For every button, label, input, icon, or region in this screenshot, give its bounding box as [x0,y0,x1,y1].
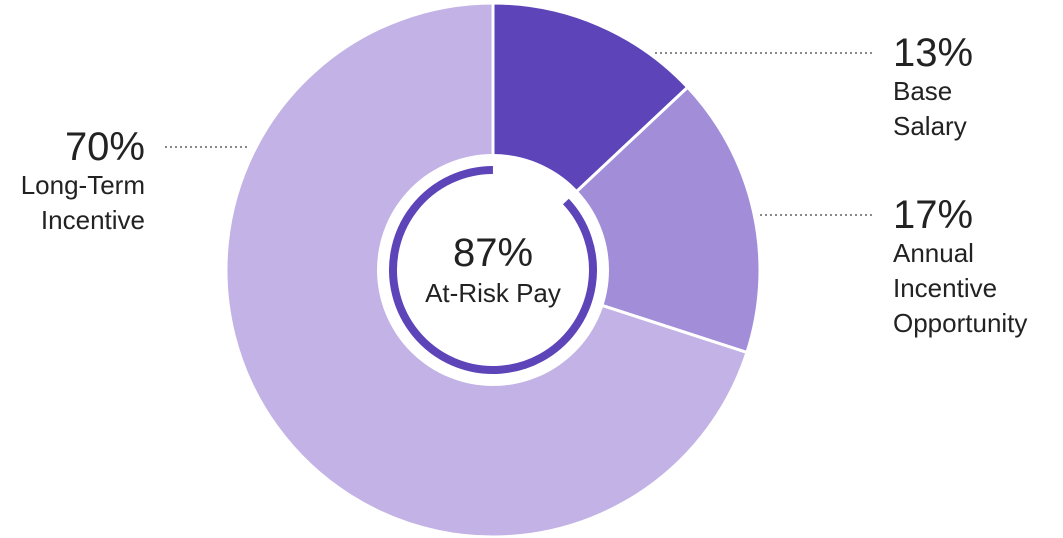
category-label: Annual Incentive Opportunity [893,238,1028,338]
value-label: 13% [893,31,974,75]
value-label: 70% [64,125,145,169]
category-label: Base Salary [893,76,967,141]
donut-hole [377,154,609,386]
value-label: 17% [893,193,974,237]
category-label: Long-Term Incentive [20,170,145,235]
center-label: At-Risk Pay [425,278,561,308]
center-value: 87% [452,231,534,275]
at-risk-ring [389,166,597,374]
